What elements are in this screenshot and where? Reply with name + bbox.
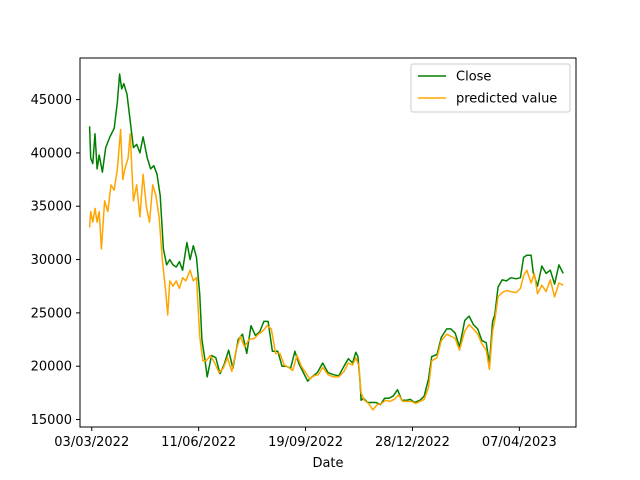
y-tick-label: 45000 [31,93,72,108]
x-tick-label: 28/12/2022 [375,435,450,450]
x-tick-label: 11/06/2022 [161,435,236,450]
x-tick-label: 07/04/2023 [482,435,557,450]
y-tick-label: 25000 [31,306,72,321]
y-tick-label: 15000 [31,413,72,428]
legend-label-predicted-value: predicted value [456,92,557,107]
x-tick-label: 03/03/2022 [54,435,129,450]
plot-area-frame [79,57,577,428]
ticks-layer: 03/03/2022 11/06/2022 19/09/2022 28/12/2022… [31,93,557,450]
y-tick-label: 20000 [31,360,72,375]
series-line-close [88,73,564,406]
y-tick-label: 40000 [31,146,72,161]
x-axis-label: Date [312,456,343,471]
x-tick-label: 19/09/2022 [268,435,343,450]
series-line-predicted-value [88,128,564,411]
legend-label-close: Close [456,70,491,85]
y-tick-label: 35000 [31,200,72,215]
legend: Close predicted value [410,63,571,113]
series-layer [88,73,564,411]
legend-box [410,63,571,113]
y-tick-label: 30000 [31,253,72,268]
